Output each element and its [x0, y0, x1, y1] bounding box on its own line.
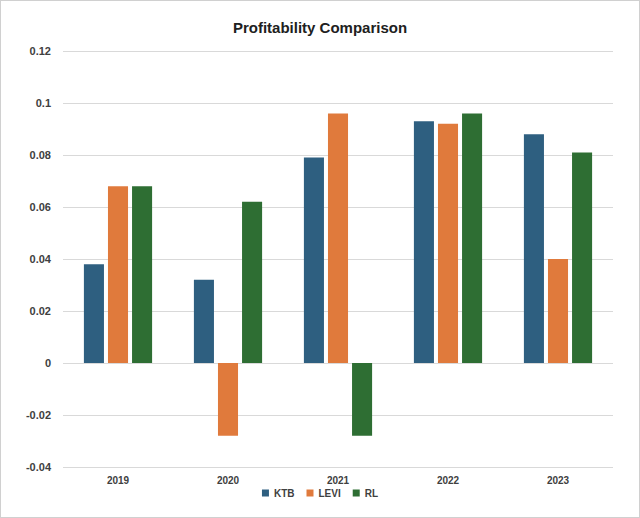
svg-text:2019: 2019 — [107, 475, 130, 486]
svg-text:-0.04: -0.04 — [26, 461, 52, 473]
svg-text:0.04: 0.04 — [30, 253, 52, 265]
svg-text:0.08: 0.08 — [30, 149, 51, 161]
svg-text:0.06: 0.06 — [30, 201, 51, 213]
svg-text:0: 0 — [45, 357, 51, 369]
svg-text:0.12: 0.12 — [30, 45, 51, 57]
svg-text:RL: RL — [365, 488, 378, 499]
svg-text:0.1: 0.1 — [36, 97, 51, 109]
svg-text:2021: 2021 — [327, 475, 350, 486]
svg-text:Profitability Comparison: Profitability Comparison — [233, 19, 407, 36]
svg-text:LEVI: LEVI — [318, 488, 340, 499]
svg-text:0.02: 0.02 — [30, 305, 51, 317]
svg-text:-0.02: -0.02 — [26, 409, 51, 421]
svg-text:2022: 2022 — [437, 475, 460, 486]
svg-text:KTB: KTB — [274, 488, 295, 499]
svg-text:2023: 2023 — [547, 475, 570, 486]
svg-text:2020: 2020 — [217, 475, 240, 486]
